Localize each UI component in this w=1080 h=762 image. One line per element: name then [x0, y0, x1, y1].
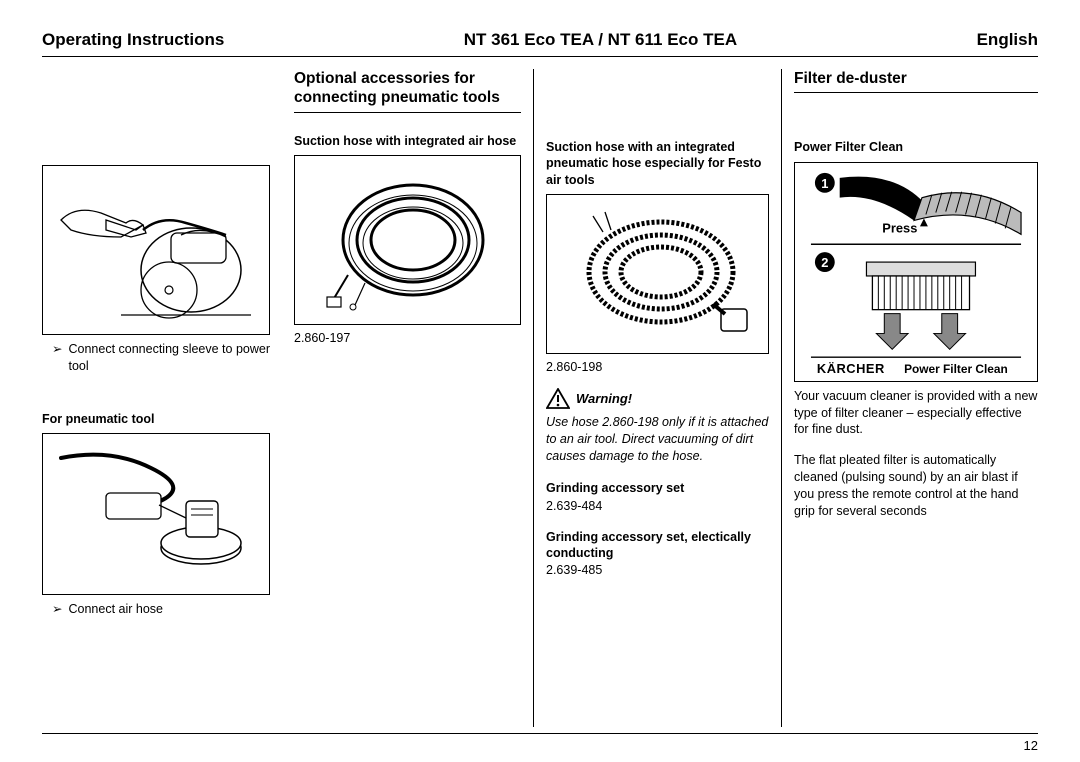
filter-para-1: Your vacuum cleaner is provided with a n… [794, 388, 1038, 439]
header-right: English [977, 30, 1038, 50]
column-1: ➢ Connect connecting sleeve to power too… [42, 69, 282, 727]
grinding-set-label: Grinding accessory set [546, 480, 769, 496]
column-4: Filter de-duster Power Filter Clean 1 [782, 69, 1038, 727]
press-label: Press [882, 220, 917, 235]
warning-label: Warning! [576, 391, 632, 406]
warning-row: Warning! [546, 388, 769, 410]
column-3: Suction hose with an integrated pneumati… [534, 69, 782, 727]
subhead-suction-hose-air: Suction hose with integrated air hose [294, 133, 521, 149]
subhead-power-filter: Power Filter Clean [794, 139, 1038, 155]
brand-subtext: Power Filter Clean [904, 362, 1008, 376]
header-center: NT 361 Eco TEA / NT 611 Eco TEA [464, 30, 737, 50]
bullet-text: Connect air hose [68, 601, 163, 618]
content-columns: ➢ Connect connecting sleeve to power too… [42, 69, 1038, 727]
badge-1: 1 [821, 175, 828, 190]
grinding-set-ec-num: 2.639-485 [546, 562, 769, 579]
figure-suction-hose-festo [546, 194, 769, 354]
figure-suction-hose-air [294, 155, 521, 325]
warning-text: Use hose 2.860-198 only if it is attache… [546, 414, 769, 465]
part-number-1: 2.860-197 [294, 331, 521, 345]
section-title-accessories: Optional accessories for connecting pneu… [294, 69, 521, 113]
figure-pneumatic-tool [42, 433, 270, 595]
page-header: Operating Instructions NT 361 Eco TEA / … [42, 30, 1038, 57]
page-number: 12 [1024, 738, 1038, 753]
part-number-2: 2.860-198 [546, 360, 769, 374]
subhead-pneumatic-tool: For pneumatic tool [42, 411, 270, 427]
page-footer: 12 [42, 733, 1038, 753]
grinding-set-num: 2.639-484 [546, 498, 769, 515]
bullet-connect-sleeve: ➢ Connect connecting sleeve to power too… [42, 341, 270, 375]
badge-2: 2 [821, 255, 828, 270]
grinding-set-ec-label: Grinding accessory set, electically cond… [546, 529, 769, 562]
subhead-suction-hose-festo: Suction hose with an integrated pneumati… [546, 139, 769, 188]
bullet-arrow-icon: ➢ [52, 601, 62, 618]
bullet-arrow-icon: ➢ [52, 341, 62, 375]
section-title-filter: Filter de-duster [794, 69, 1038, 93]
figure-power-filter-clean: 1 Press [794, 162, 1038, 382]
brand-text: KÄRCHER [817, 361, 885, 376]
filter-para-2: The flat pleated filter is automatically… [794, 452, 1038, 520]
bullet-connect-air-hose: ➢ Connect air hose [42, 601, 270, 618]
bullet-text: Connect connecting sleeve to power tool [68, 341, 270, 375]
warning-icon [546, 388, 570, 410]
column-2: Optional accessories for connecting pneu… [282, 69, 534, 727]
figure-power-tool-connection [42, 165, 270, 335]
header-left: Operating Instructions [42, 30, 224, 50]
